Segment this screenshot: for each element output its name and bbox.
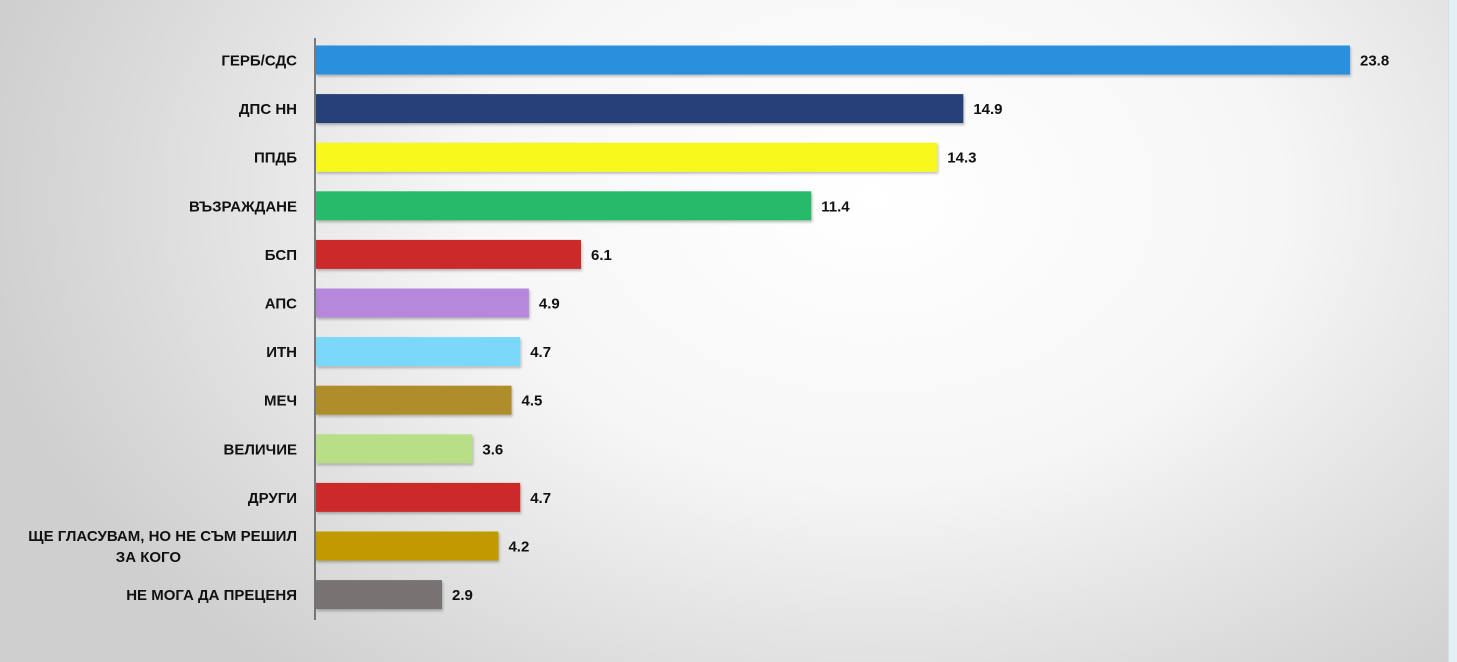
value-label-8: 3.6 bbox=[482, 441, 503, 458]
value-label-5: 4.9 bbox=[539, 296, 560, 313]
bar-3 bbox=[316, 191, 812, 221]
bar-4 bbox=[316, 239, 582, 269]
right-edge-strip bbox=[1448, 0, 1457, 662]
category-label-11: НЕ МОГА ДА ПРЕЦЕНЯ bbox=[126, 587, 297, 604]
category-label-7: МЕЧ bbox=[264, 393, 297, 410]
bar-9 bbox=[316, 482, 521, 512]
value-label-2: 14.3 bbox=[947, 150, 976, 167]
value-label-6: 4.7 bbox=[530, 344, 551, 361]
category-label-8: ВЕЛИЧИЕ bbox=[224, 441, 297, 458]
value-label-10: 4.2 bbox=[508, 539, 529, 556]
bar-11 bbox=[316, 580, 442, 610]
category-label-6: ИТН bbox=[266, 344, 297, 361]
bar-7 bbox=[316, 385, 512, 415]
bars-group bbox=[316, 45, 1350, 610]
value-label-3: 11.4 bbox=[821, 198, 850, 215]
bar-8 bbox=[316, 434, 473, 464]
value-label-0: 23.8 bbox=[1360, 53, 1389, 70]
category-label-1: ДПС НН bbox=[239, 101, 297, 118]
category-label-4: БСП bbox=[265, 247, 297, 264]
bar-5 bbox=[316, 288, 529, 318]
value-label-7: 4.5 bbox=[522, 393, 543, 410]
bar-6 bbox=[316, 337, 521, 367]
category-label-2: ППДБ bbox=[254, 150, 297, 167]
category-label-0: ГЕРБ/СДС bbox=[221, 53, 297, 70]
category-label-10: ЩЕ ГЛАСУВАМ, НО НЕ СЪМ РЕШИЛ ЗА КОГО bbox=[28, 528, 297, 566]
bar-10 bbox=[316, 531, 499, 561]
value-label-9: 4.7 bbox=[530, 490, 551, 507]
value-label-11: 2.9 bbox=[452, 587, 473, 604]
category-label-5: АПС bbox=[265, 296, 297, 313]
category-label-9: ДРУГИ bbox=[248, 490, 297, 507]
value-label-1: 14.9 bbox=[973, 101, 1002, 118]
bar-1 bbox=[316, 94, 964, 124]
value-label-4: 6.1 bbox=[591, 247, 612, 264]
bar-2 bbox=[316, 142, 938, 172]
labels-group: 23.8 ГЕРБ/СДС 14.9 ДПС НН 14.3 ППДБ 11.4 ВЪЗРАЖ… bbox=[28, 53, 1389, 605]
category-label-3: ВЪЗРАЖДАНЕ bbox=[189, 198, 297, 215]
bar-0 bbox=[316, 45, 1350, 75]
